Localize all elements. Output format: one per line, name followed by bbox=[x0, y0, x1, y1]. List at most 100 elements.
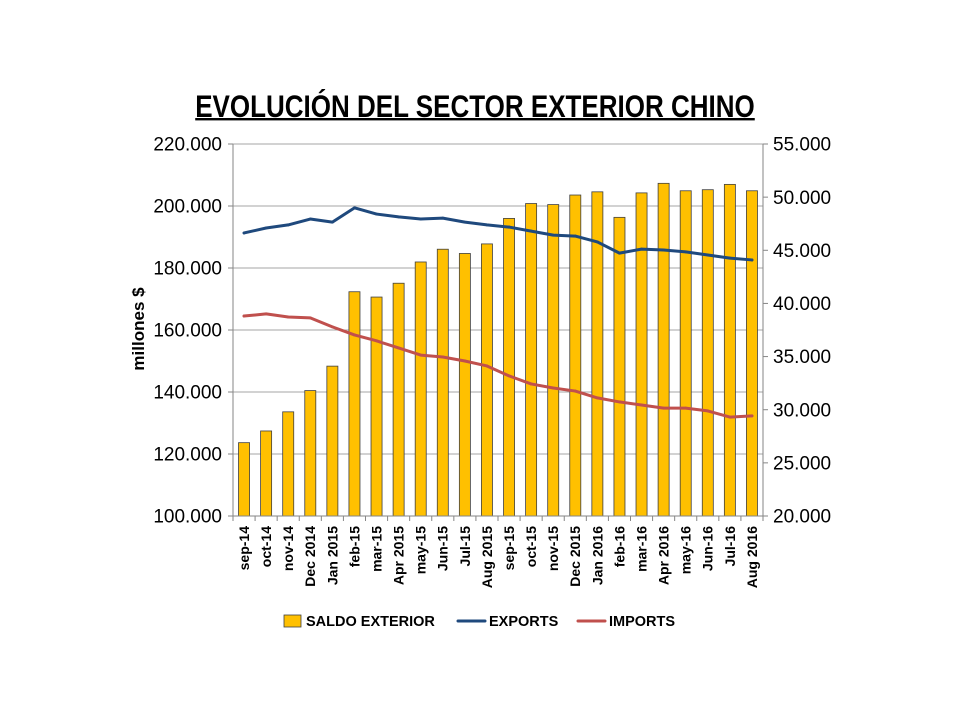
imports-point bbox=[595, 396, 599, 400]
legend-swatch-saldo-exterior bbox=[283, 614, 302, 628]
y2-tick-label: 20.000 bbox=[773, 507, 831, 528]
x-tick-label: Aug 2015 bbox=[479, 526, 495, 588]
imports-point bbox=[286, 315, 290, 319]
legend-label-saldo-exterior: SALDO EXTERIOR bbox=[306, 614, 435, 630]
x-tick-label: Jul-15 bbox=[457, 526, 473, 567]
exports-point bbox=[330, 220, 334, 224]
saldo-exterior-bar bbox=[238, 442, 250, 517]
exports-point bbox=[485, 223, 489, 227]
gridlines bbox=[233, 143, 763, 455]
y2-tick-label: 50.000 bbox=[773, 188, 831, 209]
imports-point bbox=[507, 374, 511, 378]
exports-point bbox=[684, 250, 688, 254]
exports-point bbox=[595, 240, 599, 244]
exports-point bbox=[750, 258, 754, 262]
imports-point bbox=[551, 386, 555, 390]
y-tick-label: 140.000 bbox=[153, 383, 222, 404]
saldo-exterior-bar bbox=[304, 390, 317, 517]
exports-point bbox=[573, 234, 577, 238]
saldo-exterior-bar bbox=[657, 182, 670, 517]
y2-tick-label: 25.000 bbox=[773, 454, 831, 475]
x-tick-label: Aug 2016 bbox=[744, 526, 760, 588]
saldo-exterior-bar bbox=[392, 282, 405, 517]
saldo-exterior-bar bbox=[370, 296, 383, 517]
y2-tick-label: 30.000 bbox=[773, 400, 831, 421]
imports-point bbox=[728, 415, 732, 419]
exports-point bbox=[308, 217, 312, 221]
imports-point bbox=[684, 406, 688, 410]
y-tick-label: 220.000 bbox=[153, 135, 222, 156]
imports-point bbox=[242, 314, 246, 318]
y-tick-label: 120.000 bbox=[153, 445, 222, 466]
x-tick-label: Dec 2014 bbox=[302, 526, 318, 587]
imports-point bbox=[485, 364, 489, 368]
imports-point bbox=[529, 382, 533, 386]
saldo-exterior-bar bbox=[525, 203, 538, 517]
saldo-exterior-bar bbox=[481, 243, 493, 517]
saldo-exterior-bar bbox=[436, 248, 449, 517]
imports-point bbox=[618, 400, 621, 404]
saldo-exterior-bar bbox=[414, 261, 427, 517]
imports-point bbox=[463, 359, 467, 363]
exports-point bbox=[640, 247, 643, 251]
saldo-exterior-bar bbox=[503, 217, 515, 517]
line-series bbox=[242, 206, 754, 419]
x-tick-label: Jun-16 bbox=[700, 526, 716, 571]
x-tick-label: may-15 bbox=[413, 526, 429, 574]
imports-point bbox=[662, 406, 666, 410]
saldo-exterior-bar bbox=[701, 189, 714, 517]
x-tick-label: feb-16 bbox=[611, 526, 627, 567]
saldo-exterior-bar bbox=[260, 430, 273, 517]
y-tick-label: 160.000 bbox=[153, 321, 222, 342]
x-tick-label: Jan 2016 bbox=[589, 526, 605, 585]
imports-point bbox=[640, 403, 643, 407]
exports-point bbox=[728, 256, 732, 260]
x-tick-label: nov-15 bbox=[545, 526, 561, 571]
axes bbox=[228, 143, 768, 521]
x-tick-label: Apr 2015 bbox=[391, 526, 407, 585]
y2-tick-label: 55.000 bbox=[773, 135, 831, 156]
exports-point bbox=[551, 233, 555, 237]
imports-point bbox=[353, 333, 356, 337]
y-axis-title: millones $ bbox=[129, 287, 148, 371]
legend: SALDO EXTERIOR EXPORTS IMPORTS bbox=[283, 614, 675, 630]
x-tick-label: may-16 bbox=[678, 526, 694, 574]
exports-point bbox=[662, 248, 666, 252]
exports-point bbox=[419, 217, 423, 221]
imports-point bbox=[308, 316, 312, 320]
y-tick-label: 200.000 bbox=[153, 197, 222, 218]
exports-point bbox=[286, 223, 290, 227]
x-tick-label: Dec 2015 bbox=[567, 526, 583, 587]
y-tick-label: 100.000 bbox=[153, 507, 222, 528]
x-tick-label: mar-16 bbox=[633, 526, 649, 572]
saldo-exterior-bar bbox=[547, 204, 560, 517]
y2-tick-label: 45.000 bbox=[773, 241, 831, 262]
saldo-exterior-bar bbox=[326, 365, 339, 517]
legend-label-exports: EXPORTS bbox=[489, 614, 559, 630]
x-tick-label: sep-14 bbox=[236, 526, 252, 571]
exports-point bbox=[463, 220, 467, 224]
imports-point bbox=[573, 389, 577, 393]
x-tick-label: feb-15 bbox=[346, 526, 362, 567]
y-tick-label: 180.000 bbox=[153, 259, 222, 280]
y2-tick-label: 35.000 bbox=[773, 347, 831, 368]
saldo-exterior-bar bbox=[613, 216, 626, 517]
y2-tick-label: 40.000 bbox=[773, 294, 831, 315]
saldo-exterior-bar bbox=[723, 183, 736, 517]
x-tick-label: mar-15 bbox=[368, 526, 384, 572]
exports-point bbox=[375, 212, 378, 216]
imports-point bbox=[441, 355, 445, 359]
legend-label-imports: IMPORTS bbox=[609, 614, 675, 630]
saldo-exterior-bar bbox=[635, 192, 648, 517]
exports-point bbox=[353, 206, 356, 210]
imports-point bbox=[375, 339, 378, 343]
x-tick-label: Jul-16 bbox=[722, 526, 738, 567]
saldo-exterior-bar bbox=[746, 190, 758, 517]
exports-point bbox=[618, 251, 621, 255]
exports-point bbox=[397, 215, 401, 219]
exports-point bbox=[242, 231, 246, 235]
x-tick-label: oct-14 bbox=[258, 526, 274, 567]
exports-point bbox=[441, 216, 445, 220]
